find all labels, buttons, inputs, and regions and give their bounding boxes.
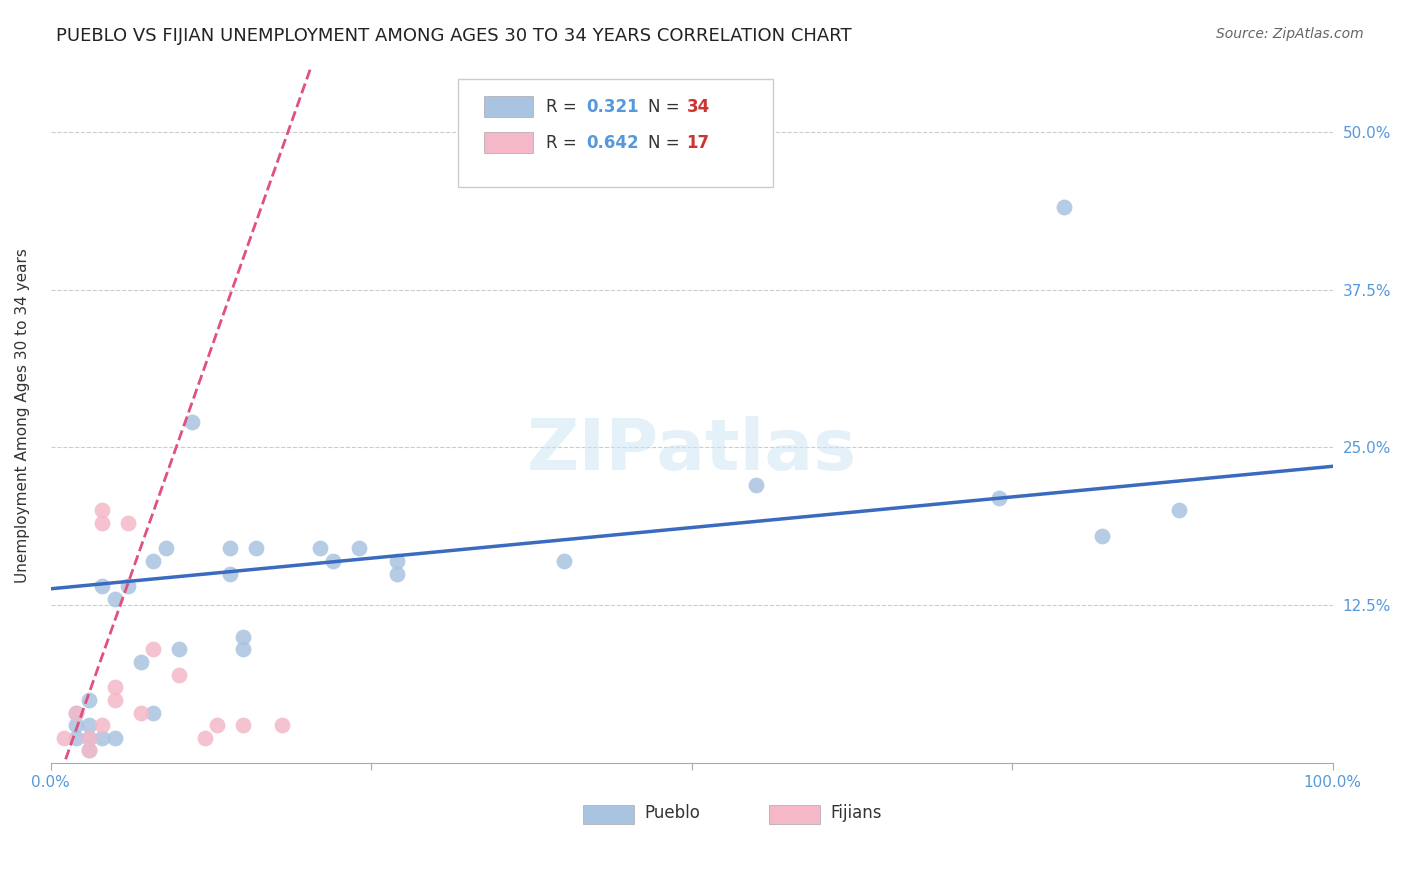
Text: ZIPatlas: ZIPatlas [527, 416, 856, 485]
Point [988, 491, 1011, 505]
Point [1091, 529, 1114, 543]
Point [322, 554, 344, 568]
Text: 17: 17 [686, 134, 710, 152]
Point [104, 693, 127, 707]
Point [167, 667, 190, 681]
Point [65, 731, 87, 745]
Point [117, 516, 139, 530]
Point [232, 642, 254, 657]
Point [245, 541, 267, 556]
Point [79, 718, 101, 732]
Point [79, 743, 101, 757]
Point [167, 642, 190, 657]
Point [219, 566, 242, 581]
Point [129, 655, 152, 669]
Point [1168, 503, 1191, 517]
FancyBboxPatch shape [484, 132, 533, 153]
Text: 0.321: 0.321 [586, 98, 640, 116]
Point [91, 579, 114, 593]
FancyBboxPatch shape [458, 78, 772, 186]
Point [347, 541, 370, 556]
Point [65, 706, 87, 720]
Point [155, 541, 177, 556]
Point [142, 554, 165, 568]
Point [104, 731, 127, 745]
Point [385, 566, 408, 581]
Point [232, 630, 254, 644]
Text: N =: N = [648, 134, 685, 152]
Text: 0.642: 0.642 [586, 134, 640, 152]
Text: N =: N = [648, 98, 685, 116]
Text: R =: R = [546, 98, 582, 116]
Point [745, 478, 768, 492]
Text: 34: 34 [686, 98, 710, 116]
Point [91, 503, 114, 517]
Point [52, 731, 75, 745]
Point [91, 718, 114, 732]
Text: Pueblo: Pueblo [644, 804, 700, 822]
Text: PUEBLO VS FIJIAN UNEMPLOYMENT AMONG AGES 30 TO 34 YEARS CORRELATION CHART: PUEBLO VS FIJIAN UNEMPLOYMENT AMONG AGES… [56, 27, 852, 45]
Point [309, 541, 332, 556]
Point [65, 706, 87, 720]
Text: Source: ZipAtlas.com: Source: ZipAtlas.com [1216, 27, 1364, 41]
Point [219, 541, 242, 556]
Y-axis label: Unemployment Among Ages 30 to 34 years: Unemployment Among Ages 30 to 34 years [15, 248, 30, 583]
Point [142, 706, 165, 720]
Point [91, 731, 114, 745]
Point [65, 718, 87, 732]
Point [194, 731, 217, 745]
Point [129, 706, 152, 720]
Point [79, 731, 101, 745]
Point [104, 591, 127, 606]
Point [79, 743, 101, 757]
Point [79, 731, 101, 745]
Point [207, 718, 229, 732]
FancyBboxPatch shape [583, 805, 634, 824]
Point [180, 415, 202, 429]
Point [385, 554, 408, 568]
Point [232, 718, 254, 732]
FancyBboxPatch shape [484, 96, 533, 117]
Point [117, 579, 139, 593]
FancyBboxPatch shape [769, 805, 820, 824]
Point [270, 718, 292, 732]
Point [79, 693, 101, 707]
Point [104, 680, 127, 694]
Point [91, 516, 114, 530]
Point [1052, 201, 1074, 215]
Point [553, 554, 575, 568]
Text: Fijians: Fijians [831, 804, 882, 822]
Text: R =: R = [546, 134, 582, 152]
Point [142, 642, 165, 657]
